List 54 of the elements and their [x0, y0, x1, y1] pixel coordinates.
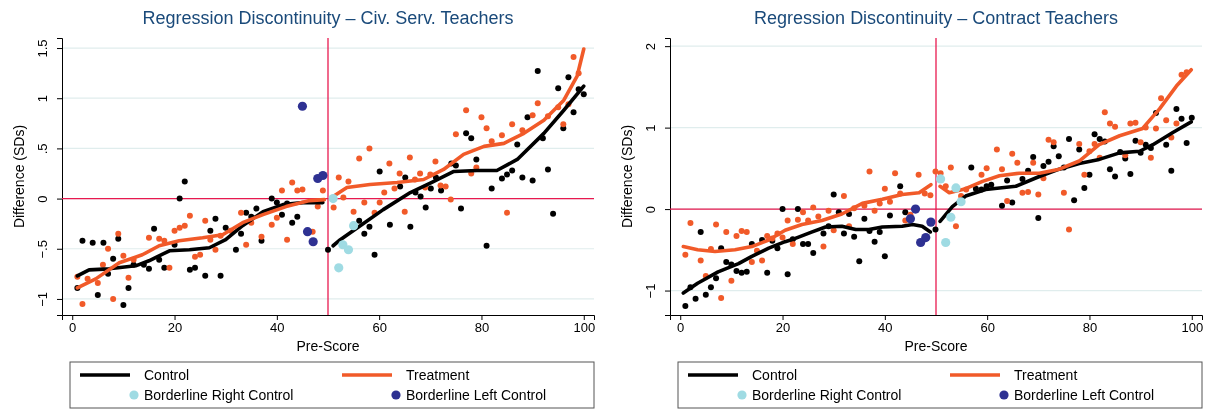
- point: [951, 183, 961, 193]
- point: [941, 237, 951, 248]
- y-tick-label: 1: [35, 95, 50, 103]
- point: [338, 240, 348, 250]
- y-axis-title: Difference (SDs): [619, 124, 635, 229]
- y-tick-label: 1.5: [35, 39, 50, 58]
- y-tick-label: .5: [35, 143, 50, 155]
- x-tick-label: 40: [270, 320, 285, 336]
- chart-title: Regression Discontinuity – Contract Teachers: [754, 8, 1118, 28]
- x-tick-label: 80: [474, 320, 490, 336]
- x-tick-label: 0: [69, 320, 77, 336]
- point: [348, 221, 359, 231]
- legend-label: Control: [144, 367, 190, 383]
- point: [297, 101, 308, 111]
- legend-label: Borderline Right Control: [144, 387, 294, 403]
- x-tick-label: 20: [167, 320, 183, 336]
- x-tick-label: 40: [878, 320, 893, 336]
- point: [910, 204, 921, 214]
- legend-label: Control: [752, 367, 798, 383]
- y-tick-label: 0: [35, 195, 50, 203]
- point: [946, 212, 956, 222]
- legend-label: Borderline Right Control: [752, 387, 902, 403]
- point: [926, 217, 936, 227]
- x-tick-label: 0: [677, 320, 685, 336]
- point: [302, 227, 313, 237]
- point: [343, 245, 354, 255]
- x-tick-label: 100: [1181, 320, 1204, 336]
- x-tick-label: 80: [1082, 320, 1098, 336]
- point: [334, 263, 344, 273]
- legend-label: Borderline Left Control: [1014, 387, 1155, 403]
- point: [905, 214, 916, 224]
- x-tick-label: 60: [980, 320, 995, 336]
- y-tick-label: −.5: [35, 240, 50, 259]
- point: [956, 197, 966, 207]
- x-tick-label: 100: [573, 320, 596, 336]
- x-tick-label: 20: [775, 320, 791, 336]
- legend-label: Borderline Left Control: [406, 387, 547, 403]
- x-axis-title: Pre-Score: [904, 338, 968, 354]
- y-tick-label: −1: [35, 292, 50, 307]
- point: [921, 233, 931, 243]
- legend-label: Treatment: [406, 367, 470, 383]
- chart-title: Regression Discontinuity – Civ. Serv. Teachers: [142, 8, 514, 28]
- point: [936, 174, 946, 184]
- y-tick-label: 2: [643, 43, 658, 51]
- y-tick-label: −1: [643, 283, 658, 299]
- y-tick-label: 0: [643, 205, 658, 214]
- legend-label: Treatment: [1014, 367, 1078, 383]
- y-tick-label: 1: [643, 124, 658, 132]
- x-axis-title: Pre-Score: [296, 338, 360, 354]
- x-tick-label: 60: [372, 320, 387, 336]
- point: [308, 237, 318, 247]
- point: [318, 170, 328, 181]
- y-axis-title: Difference (SDs): [11, 124, 27, 229]
- point: [328, 193, 338, 204]
